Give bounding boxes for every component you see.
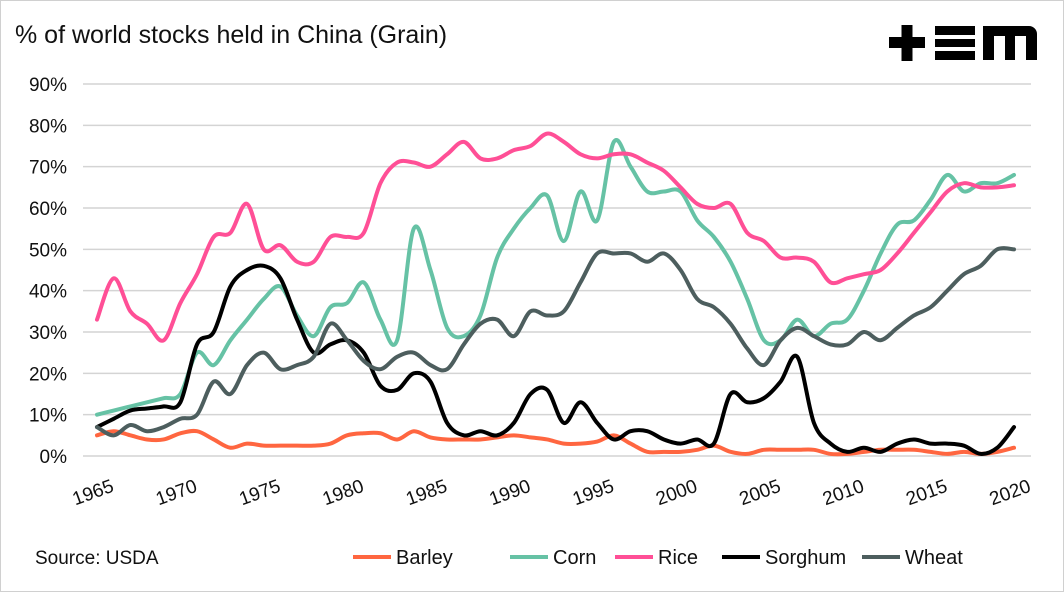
x-tick-label: 2020: [987, 476, 1034, 510]
x-tick-label: 1990: [487, 476, 534, 510]
x-tick-label: 1970: [153, 476, 200, 510]
source-label: Source: USDA: [35, 548, 159, 569]
legend-item-wheat: Wheat: [862, 547, 963, 569]
y-tick-label: 60%: [29, 199, 67, 220]
series-line-wheat: [95, 246, 1016, 438]
y-tick-label: 0%: [40, 447, 68, 468]
legend-label: Wheat: [905, 547, 963, 569]
chart-title: % of world stocks held in China (Grain): [15, 21, 448, 49]
x-tick-label: 1975: [237, 476, 284, 510]
series-line-corn: [95, 138, 1016, 417]
legend-item-sorghum: Sorghum: [722, 547, 846, 569]
y-tick-label: 40%: [29, 282, 67, 303]
x-tick-label: 1995: [570, 476, 617, 510]
y-tick-label: 20%: [29, 364, 67, 385]
y-tick-label: 50%: [29, 240, 67, 261]
series-line-sorghum: [95, 263, 1016, 456]
x-tick-label: 2005: [737, 476, 784, 510]
legend-label: Sorghum: [765, 547, 846, 569]
x-tick-label: 2015: [903, 476, 950, 510]
y-tick-label: 70%: [29, 158, 67, 179]
x-tick-label: 1980: [320, 476, 367, 510]
y-tick-label: 90%: [29, 75, 67, 96]
legend-label: Rice: [658, 547, 698, 569]
tem-logo: [889, 25, 1037, 61]
y-tick-label: 30%: [29, 323, 67, 344]
x-tick-label: 2010: [820, 476, 867, 510]
y-tick-label: 80%: [29, 116, 67, 137]
x-tick-label: 2000: [653, 476, 700, 510]
y-tick-label: 10%: [29, 406, 67, 427]
legend-label: Barley: [396, 547, 453, 569]
legend-item-barley: Barley: [353, 547, 453, 569]
legend-item-rice: Rice: [615, 547, 698, 569]
legend-item-corn: Corn: [510, 547, 596, 569]
legend-label: Corn: [553, 547, 596, 569]
x-tick-label: 1985: [403, 476, 450, 510]
x-tick-label: 1965: [70, 476, 117, 510]
series-line-rice: [95, 131, 1016, 343]
series-line-barley: [95, 428, 1016, 457]
